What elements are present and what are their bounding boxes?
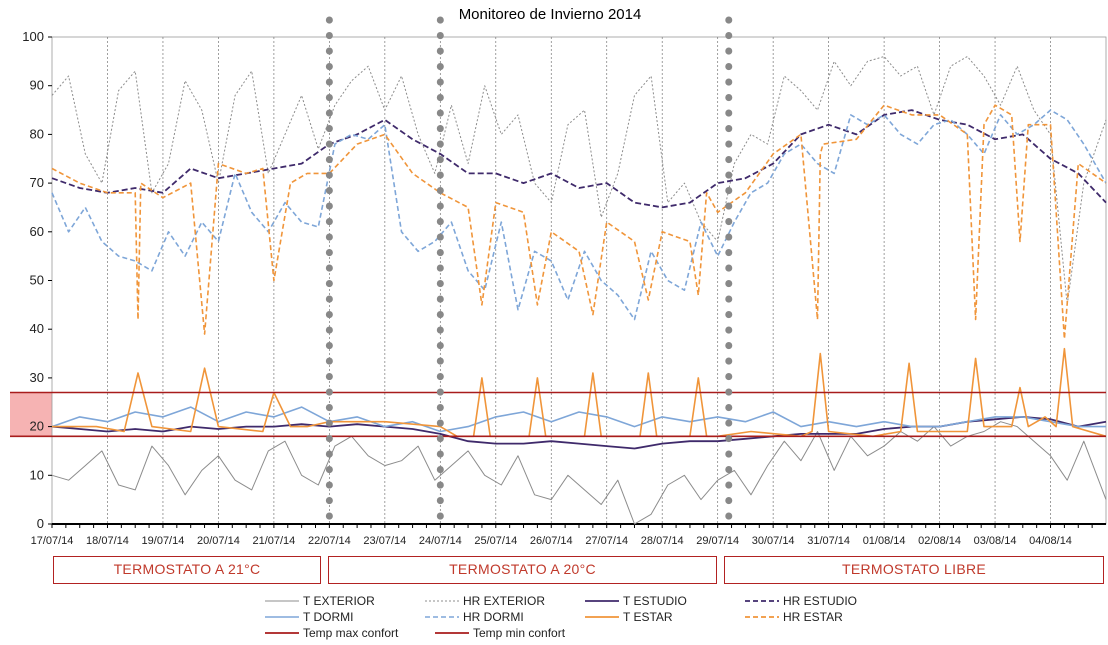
series-line-hr-dormi (51, 109, 1107, 321)
legend-item: HR ESTAR (745, 609, 843, 625)
y-tick-label: 30 (30, 370, 44, 385)
plot-frame (51, 36, 1107, 525)
x-tick-label: 28/07/14 (641, 535, 684, 547)
legend-item: T ESTUDIO (585, 593, 687, 609)
x-tick-label: 26/07/14 (530, 535, 573, 547)
legend-label: HR EXTERIOR (463, 594, 546, 608)
x-tick-label: 30/07/14 (752, 535, 795, 547)
comfort-band (10, 392, 52, 437)
legend-label: Temp max confort (303, 626, 399, 640)
y-tick-label: 70 (30, 175, 44, 190)
legend-label: T ESTAR (623, 610, 673, 624)
x-tick-label: 21/07/14 (252, 535, 295, 547)
legend-item: HR ESTUDIO (745, 593, 857, 609)
x-tick-label: 25/07/14 (474, 535, 517, 547)
x-tick-label: 22/07/14 (308, 535, 351, 547)
phase-label-libre: TERMOSTATO LIBRE (724, 556, 1104, 584)
legend-label: T ESTUDIO (623, 594, 687, 608)
x-tick-label: 04/08/14 (1029, 535, 1072, 547)
y-tick-label: 90 (30, 78, 44, 93)
x-tick-label: 20/07/14 (197, 535, 240, 547)
legend-item: HR EXTERIOR (425, 593, 545, 609)
series-line-t-exterior (51, 421, 1107, 525)
y-tick-label: 100 (22, 29, 44, 44)
series-line-hr-estar (51, 104, 1107, 340)
y-tick-label: 20 (30, 419, 44, 434)
legend-label: T DORMI (303, 610, 354, 624)
y-tick-label: 0 (37, 516, 44, 531)
x-tick-label: 03/08/14 (974, 535, 1017, 547)
x-tick-label: 02/08/14 (918, 535, 961, 547)
legend-label: T EXTERIOR (303, 594, 375, 608)
legend-item: T EXTERIOR (265, 593, 375, 609)
x-tick-label: 01/08/14 (863, 535, 906, 547)
series-line-t-dormi (51, 406, 1106, 433)
x-tick-label: 17/07/14 (31, 535, 74, 547)
legend-item: Temp min confort (435, 625, 565, 641)
x-tick-label: 18/07/14 (86, 535, 129, 547)
y-tick-label: 10 (30, 467, 44, 482)
legend-item: T DORMI (265, 609, 353, 625)
x-tick-label: 24/07/14 (419, 535, 462, 547)
y-tick-label: 40 (30, 321, 44, 336)
y-tick-label: 80 (30, 126, 44, 141)
x-tick-label: 23/07/14 (363, 535, 406, 547)
series-line-hr-estudio (51, 109, 1107, 209)
y-tick-label: 60 (30, 224, 44, 239)
legend-item: Temp max confort (265, 625, 398, 641)
phase-label-20: TERMOSTATO A 20°C (328, 556, 717, 584)
legend-item: HR DORMI (425, 609, 524, 625)
legend-item: T ESTAR (585, 609, 673, 625)
x-tick-label: 31/07/14 (807, 535, 850, 547)
legend-label: HR ESTUDIO (783, 594, 858, 608)
x-tick-label: 19/07/14 (142, 535, 185, 547)
chart-title: Monitoreo de Invierno 2014 (458, 6, 642, 23)
legend-label: HR DORMI (463, 610, 524, 624)
series-line-hr-exterior (51, 56, 1107, 306)
x-tick-label: 27/07/14 (585, 535, 628, 547)
series-line-t-estudio (51, 416, 1107, 450)
x-tick-label: 29/07/14 (696, 535, 739, 547)
y-tick-label: 50 (30, 273, 44, 288)
legend-label: HR ESTAR (783, 610, 843, 624)
legend-label: Temp min confort (473, 626, 566, 640)
phase-label-21: TERMOSTATO A 21°C (53, 556, 321, 584)
